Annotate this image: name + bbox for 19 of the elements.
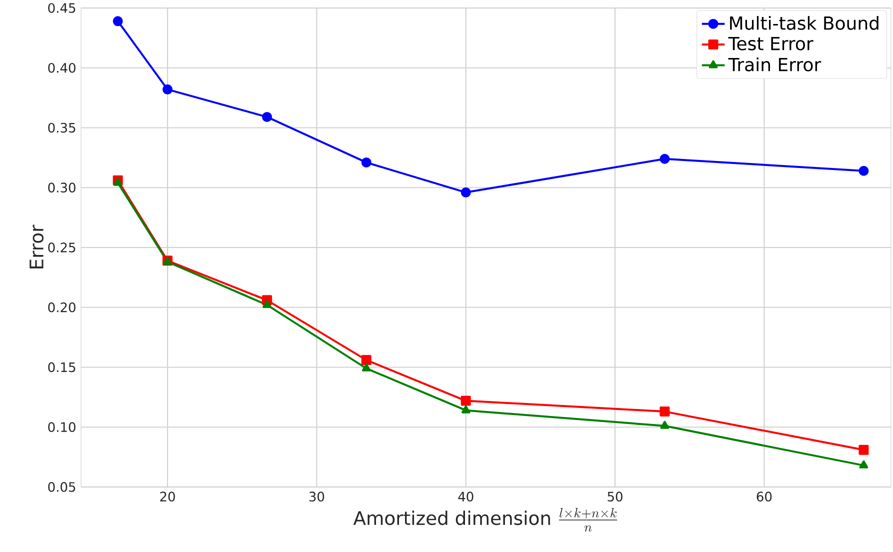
x-axis-title: $\text{Amortized dimension } \frac{l\times k+n\times k}{n}$ — [353, 508, 618, 532]
y-tick-label: 0.20 — [48, 302, 76, 312]
x-tick-label: 30 — [309, 492, 324, 502]
y-tick-label: 0.10 — [48, 422, 76, 432]
y-axis-title: Error — [30, 224, 44, 268]
y-tick-label: 0.40 — [48, 62, 76, 73]
y-tick-label: 0.30 — [48, 182, 76, 193]
legend-label: Train Error — [728, 57, 822, 72]
y-tick-label: 0.05 — [48, 482, 76, 492]
y-tick-label: 0.25 — [48, 242, 76, 252]
x-tick-label: 50 — [608, 492, 622, 502]
y-tick-label: 0.35 — [48, 122, 76, 133]
y-tick-label: 0.15 — [48, 362, 76, 372]
x-tick-label: 20 — [160, 492, 175, 502]
legend-label: Test Error — [728, 36, 814, 50]
x-tick-label: 40 — [458, 492, 474, 502]
legend-label: Multi-task Bound — [730, 16, 878, 30]
y-tick-label: 0.45 — [48, 3, 76, 13]
x-tick-label: 60 — [756, 492, 772, 502]
